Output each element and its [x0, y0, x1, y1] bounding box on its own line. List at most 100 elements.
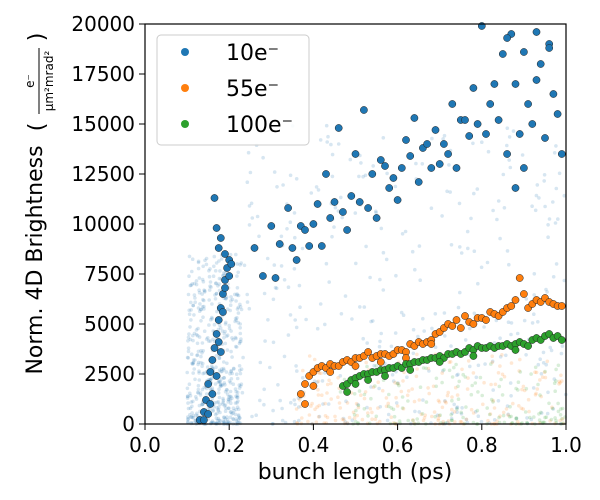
data-point-series-0 — [309, 220, 318, 228]
background-point — [214, 281, 218, 285]
background-point — [406, 389, 411, 393]
background-point — [220, 329, 225, 333]
background-point — [310, 401, 314, 406]
background-point — [226, 420, 230, 424]
data-point-series-0 — [210, 344, 219, 352]
background-point — [539, 411, 544, 415]
background-point — [528, 415, 532, 420]
background-point — [506, 412, 511, 417]
data-point-series-0 — [385, 184, 394, 192]
background-point — [459, 412, 464, 416]
x-axis: 0.0 0.2 0.4 0.6 0.8 1.0 — [129, 424, 582, 457]
background-point — [546, 390, 550, 395]
background-point — [491, 208, 495, 213]
y-axis-unit-denominator: μm²mrad² — [42, 51, 56, 112]
background-point — [223, 409, 228, 414]
background-point — [491, 398, 496, 403]
data-point-series-0 — [322, 170, 330, 178]
background-point — [415, 417, 420, 421]
background-point — [496, 399, 501, 403]
background-point — [197, 369, 201, 374]
background-point — [186, 417, 190, 422]
background-point — [490, 354, 495, 359]
background-point — [385, 171, 389, 176]
background-point — [549, 417, 554, 422]
background-point — [186, 415, 190, 419]
background-point — [544, 415, 549, 420]
background-point — [185, 394, 190, 399]
x-axis-label: bunch length (ps) — [258, 460, 453, 485]
background-point — [186, 335, 191, 340]
background-point — [411, 418, 415, 422]
background-point — [202, 329, 207, 334]
background-point — [315, 405, 319, 409]
background-point — [199, 354, 203, 359]
background-point — [238, 331, 243, 336]
background-point — [389, 406, 394, 410]
background-point — [387, 392, 391, 397]
data-point-series-1 — [448, 322, 457, 330]
background-point — [292, 267, 297, 271]
background-point — [227, 326, 232, 331]
background-point — [223, 329, 227, 334]
background-point — [365, 364, 369, 369]
background-point — [325, 391, 329, 395]
background-point — [471, 141, 475, 146]
background-point — [395, 381, 400, 386]
background-point — [516, 388, 520, 392]
data-point-series-1 — [376, 358, 385, 366]
background-point — [274, 286, 279, 291]
background-point — [319, 371, 324, 376]
background-point — [294, 177, 299, 181]
background-point — [221, 420, 226, 425]
background-point — [366, 414, 370, 418]
data-point-series-0 — [549, 90, 558, 98]
background-point — [526, 397, 531, 402]
background-point — [221, 366, 226, 371]
y-axis-label-paren-close: ) — [25, 33, 50, 42]
background-point — [381, 250, 386, 255]
background-point — [535, 387, 540, 391]
background-point — [386, 404, 391, 409]
background-point — [465, 387, 470, 391]
background-point — [218, 419, 223, 423]
background-point — [461, 415, 465, 420]
background-point — [292, 398, 297, 402]
legend-marker-10e — [181, 48, 189, 56]
background-point — [288, 173, 293, 178]
background-point — [198, 393, 203, 397]
background-point — [554, 418, 558, 423]
background-point — [238, 368, 242, 373]
data-point-series-1 — [456, 324, 465, 332]
background-point — [507, 158, 512, 162]
background-point — [218, 269, 222, 273]
background-point — [558, 418, 562, 423]
background-point — [411, 418, 415, 423]
background-point — [406, 418, 411, 423]
background-point — [196, 260, 201, 265]
background-point — [312, 357, 317, 362]
background-point — [235, 401, 239, 405]
background-point — [214, 365, 218, 370]
background-point — [500, 372, 505, 377]
background-point — [529, 372, 533, 376]
y-tick-label: 15000 — [71, 112, 135, 136]
background-point — [307, 354, 312, 358]
background-point — [440, 371, 445, 375]
background-point — [350, 317, 354, 321]
background-point — [399, 310, 404, 315]
background-point — [543, 369, 547, 374]
background-point — [545, 290, 549, 294]
background-point — [522, 318, 527, 323]
data-point-series-0 — [200, 416, 208, 424]
background-point — [185, 386, 190, 391]
background-point — [221, 402, 225, 406]
background-point — [472, 249, 477, 253]
data-point-series-0 — [414, 178, 423, 186]
legend-marker-55e — [181, 84, 189, 92]
background-point — [275, 185, 279, 189]
data-point-series-0 — [210, 194, 219, 202]
background-point — [196, 387, 201, 392]
background-point — [228, 308, 232, 313]
data-point-series-0 — [347, 192, 356, 200]
